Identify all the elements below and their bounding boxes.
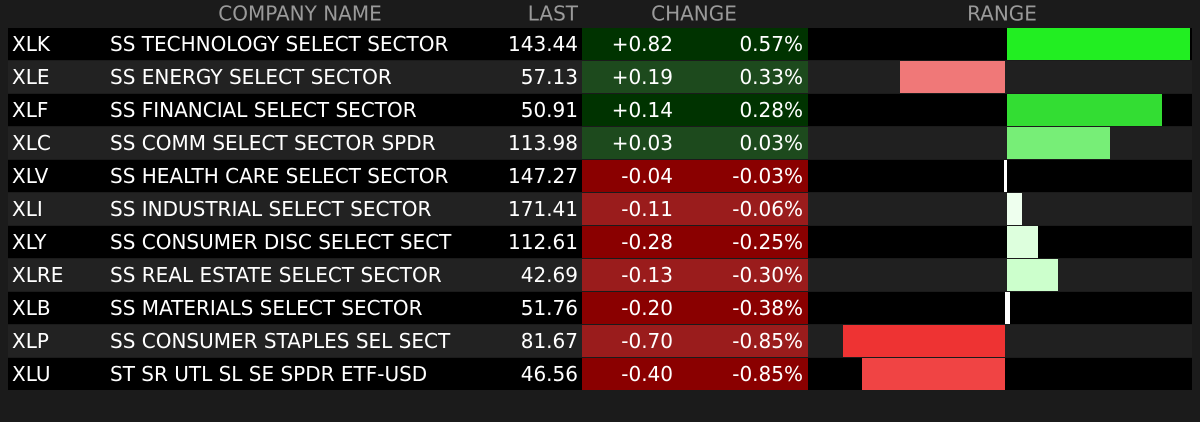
percent-change: 0.28% [739, 98, 803, 122]
net-change: +0.82 [612, 32, 673, 56]
net-change: -0.04 [621, 164, 673, 188]
symbol: XLB [12, 296, 51, 320]
range-bar [1007, 94, 1162, 126]
header-company: COMPANY NAME [218, 2, 382, 26]
company-name: SS TECHNOLOGY SELECT SECTOR [110, 32, 448, 56]
company-name: SS FINANCIAL SELECT SECTOR [110, 98, 417, 122]
symbol: XLU [12, 362, 51, 386]
company-name: SS REAL ESTATE SELECT SECTOR [110, 263, 442, 287]
last-price: 147.27 [508, 164, 578, 188]
symbol: XLC [12, 131, 51, 155]
change-cell [582, 358, 808, 390]
symbol: XLE [12, 65, 49, 89]
percent-change: -0.03% [732, 164, 803, 188]
company-name: SS COMM SELECT SECTOR SPDR [110, 131, 436, 155]
net-change: +0.03 [612, 131, 673, 155]
company-name: SS ENERGY SELECT SECTOR [110, 65, 392, 89]
range-bar [1007, 193, 1022, 225]
last-price: 112.61 [508, 230, 578, 254]
change-cell [582, 292, 808, 324]
range-background [810, 226, 1192, 258]
net-change: +0.19 [612, 65, 673, 89]
header-range: RANGE [967, 2, 1037, 26]
company-name: SS CONSUMER STAPLES SEL SECT [110, 329, 451, 353]
percent-change: -0.06% [732, 197, 803, 221]
last-price: 171.41 [508, 197, 578, 221]
net-change: -0.28 [621, 230, 673, 254]
net-change: -0.70 [621, 329, 673, 353]
range-bar [862, 358, 1005, 390]
symbol: XLI [12, 197, 43, 221]
header-last: LAST [528, 2, 579, 26]
symbol: XLY [12, 230, 47, 254]
last-price: 42.69 [521, 263, 578, 287]
percent-change: -0.85% [732, 329, 803, 353]
company-name: SS INDUSTRIAL SELECT SECTOR [110, 197, 431, 221]
net-change: -0.20 [621, 296, 673, 320]
company-name: SS MATERIALS SELECT SECTOR [110, 296, 423, 320]
range-background [810, 259, 1192, 291]
last-price: 57.13 [521, 65, 578, 89]
range-bar [900, 61, 1005, 93]
range-bar [1004, 160, 1007, 192]
last-price: 50.91 [521, 98, 578, 122]
change-cell [582, 160, 808, 192]
net-change: -0.11 [621, 197, 673, 221]
symbol: XLP [12, 329, 49, 353]
range-bar [1007, 226, 1038, 258]
net-change: -0.40 [621, 362, 673, 386]
range-bar [1005, 292, 1010, 324]
percent-change: 0.33% [739, 65, 803, 89]
last-price: 143.44 [508, 32, 578, 56]
change-cell [582, 28, 808, 60]
percent-change: -0.38% [732, 296, 803, 320]
range-background [810, 127, 1192, 159]
range-bar [1007, 127, 1110, 159]
range-background [810, 292, 1192, 324]
range-bar [1007, 259, 1058, 291]
net-change: -0.13 [621, 263, 673, 287]
company-name: ST SR UTL SL SE SPDR ETF-USD [110, 362, 427, 386]
change-cell [582, 61, 808, 93]
last-price: 81.67 [521, 329, 578, 353]
change-cell [582, 193, 808, 225]
symbol: XLK [12, 32, 51, 56]
symbol: XLF [12, 98, 48, 122]
change-cell [582, 259, 808, 291]
range-background [810, 193, 1192, 225]
range-background [810, 160, 1192, 192]
header-change: CHANGE [651, 2, 737, 26]
symbol: XLRE [12, 263, 63, 287]
company-name: SS HEALTH CARE SELECT SECTOR [110, 164, 449, 188]
range-bar [843, 325, 1005, 357]
last-price: 51.76 [521, 296, 578, 320]
change-cell [582, 325, 808, 357]
percent-change: 0.03% [739, 131, 803, 155]
symbol: XLV [12, 164, 49, 188]
percent-change: -0.25% [732, 230, 803, 254]
change-cell [582, 226, 808, 258]
last-price: 46.56 [521, 362, 578, 386]
percent-change: -0.30% [732, 263, 803, 287]
range-bar [1007, 28, 1190, 60]
percent-change: -0.85% [732, 362, 803, 386]
percent-change: 0.57% [739, 32, 803, 56]
change-cell [582, 127, 808, 159]
company-name: SS CONSUMER DISC SELECT SECT [110, 230, 452, 254]
last-price: 113.98 [508, 131, 578, 155]
change-cell [582, 94, 808, 126]
net-change: +0.14 [612, 98, 673, 122]
